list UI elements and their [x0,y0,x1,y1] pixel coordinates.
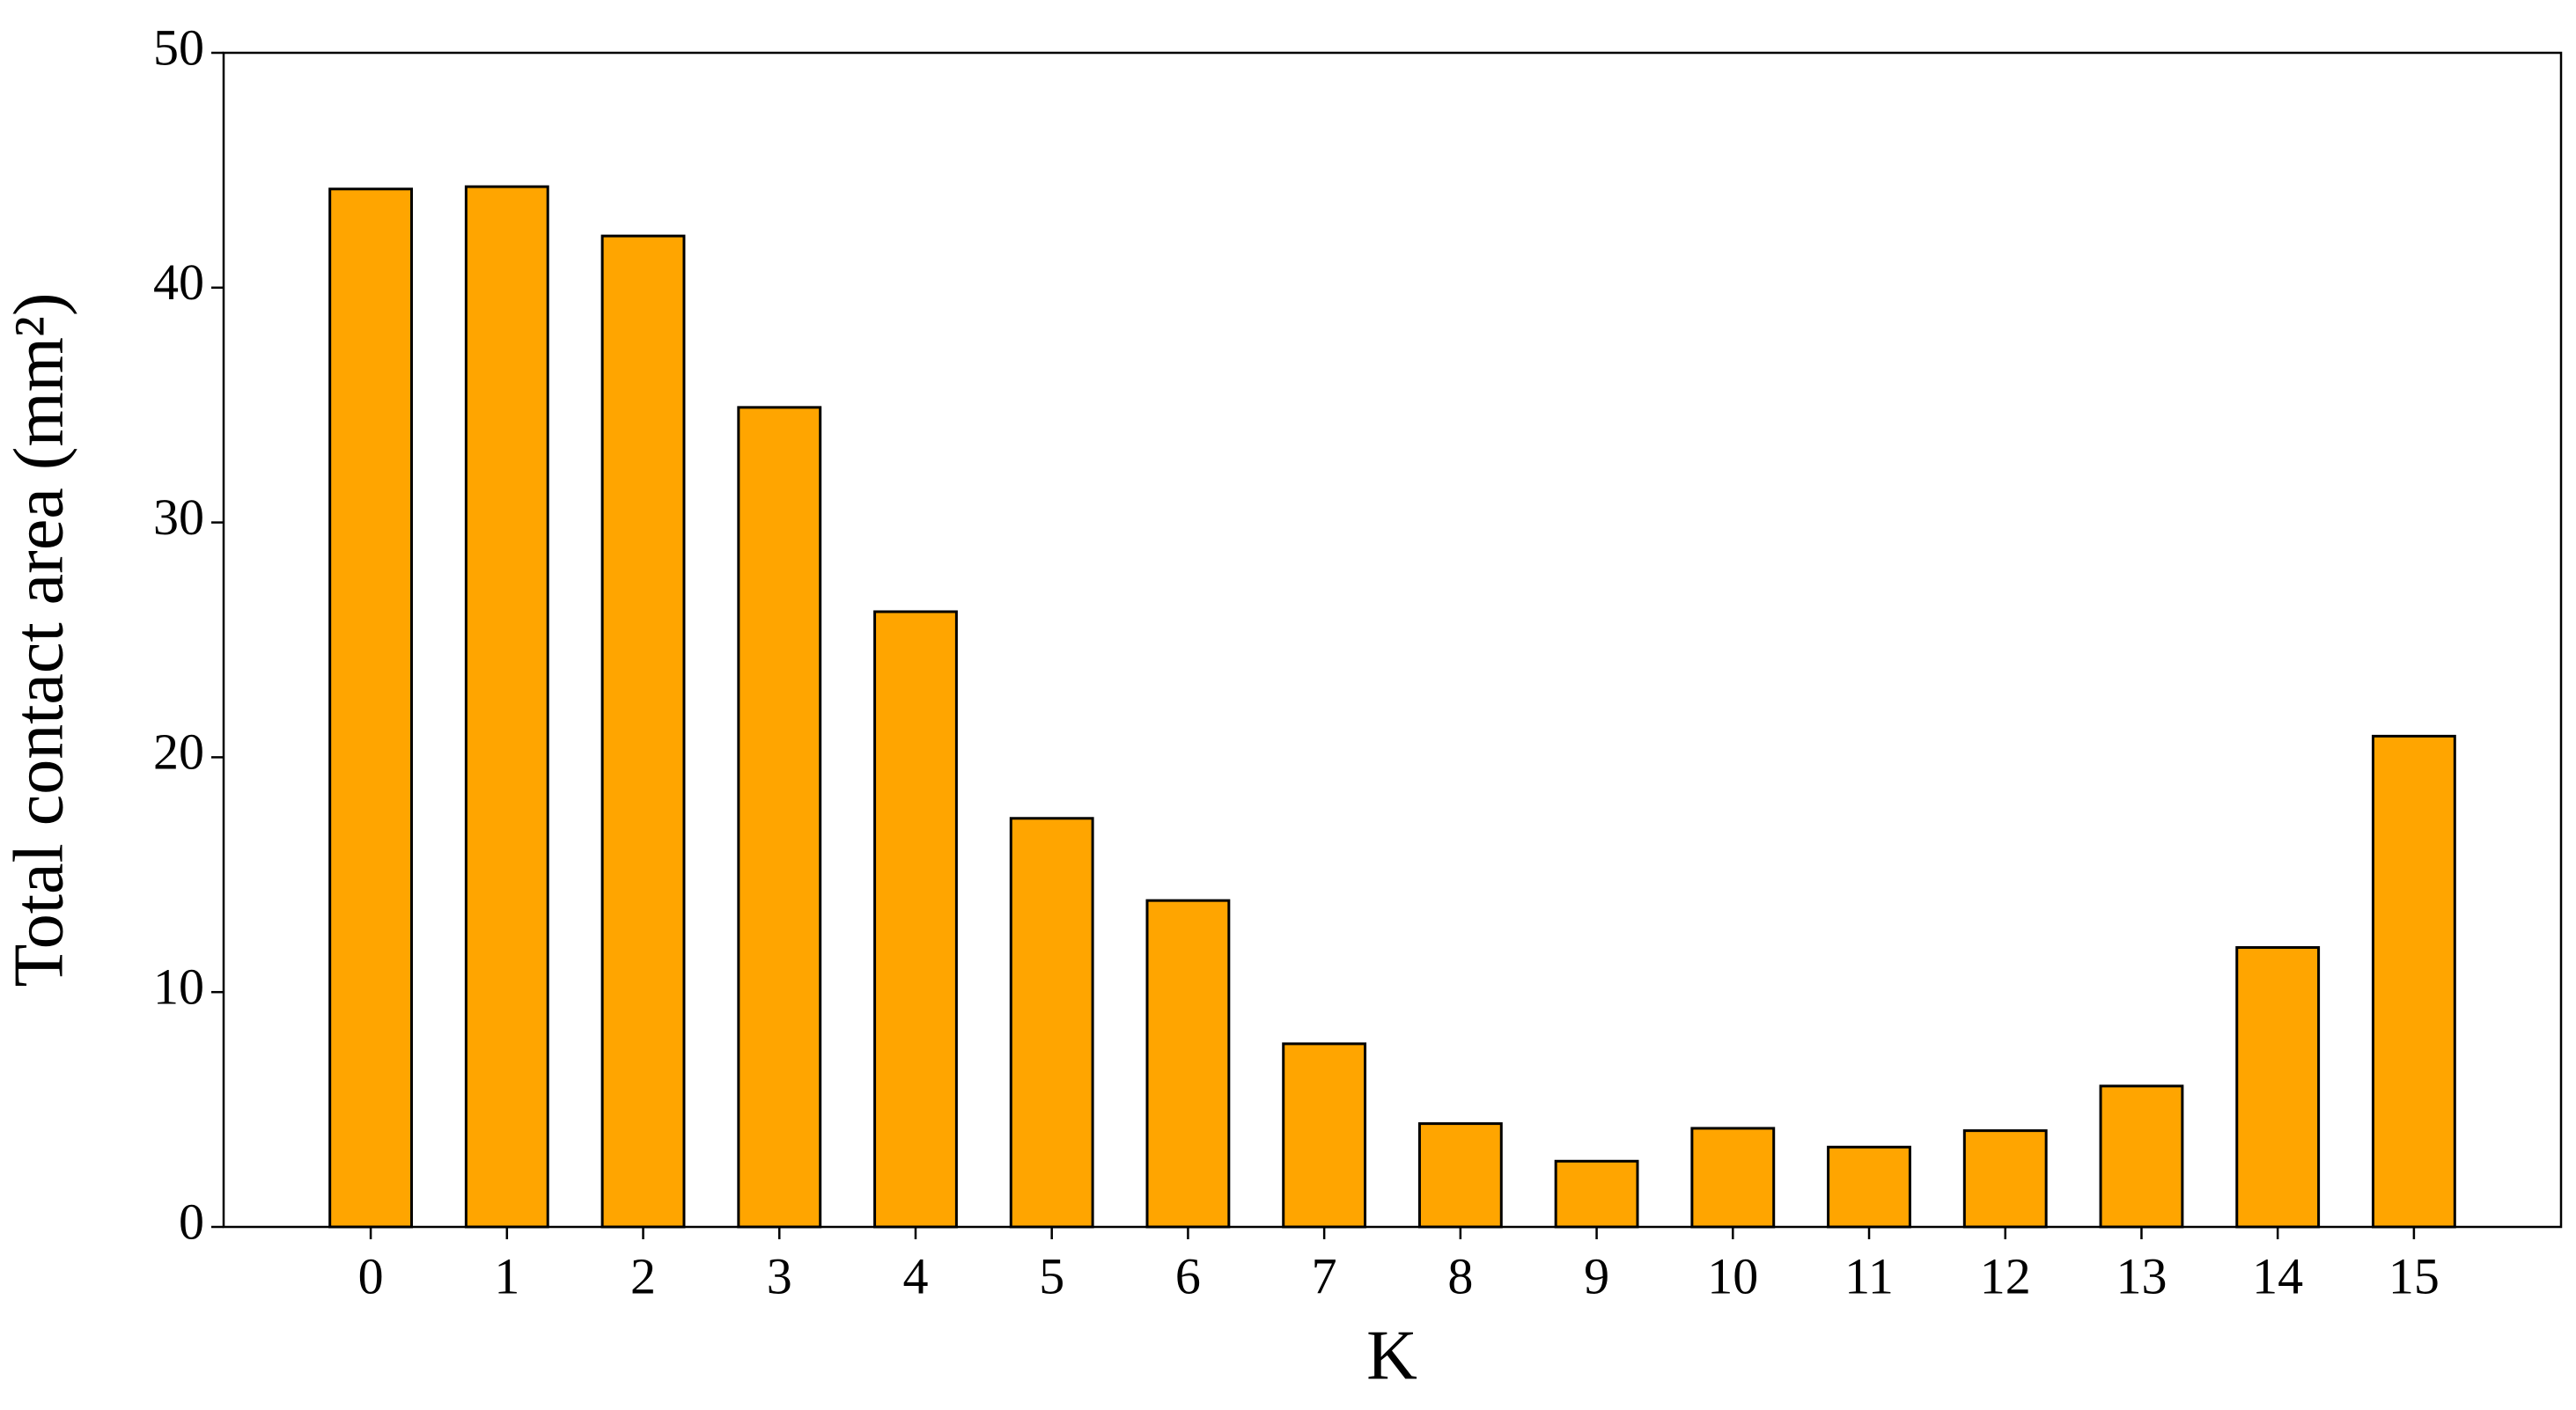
bar [1690,1127,1776,1229]
bar [1827,1145,1911,1229]
plot-frame [222,51,2563,1229]
bar [2099,1084,2184,1229]
x-tick-label: 14 [2252,1247,2303,1304]
x-tick-label: 5 [1039,1247,1064,1304]
x-tick-label: 13 [2116,1247,2167,1304]
y-tick-label: 20 [153,723,204,781]
x-tick-label: 2 [630,1247,656,1304]
bar [1009,817,1094,1229]
y-tick-label: 50 [153,18,204,76]
y-axis-label: Total contact area (mm²) [0,292,77,987]
bar [600,234,686,1229]
x-tick-label: 3 [767,1247,792,1304]
bar [2235,946,2321,1229]
x-axis-label: K [1366,1317,1417,1394]
y-tick-label: 40 [153,253,204,311]
x-tick-label: 10 [1707,1247,1758,1304]
bar [873,610,958,1229]
x-tick-label: 1 [494,1247,519,1304]
x-tick-label: 7 [1312,1247,1337,1304]
x-tick-label: 11 [1844,1247,1894,1304]
bar [1554,1159,1639,1229]
bar [464,185,549,1229]
bar [2371,734,2456,1229]
bar [1145,899,1231,1229]
y-tick-label: 30 [153,488,204,546]
bar [328,187,414,1229]
x-tick-label: 9 [1584,1247,1609,1304]
bar [1417,1122,1503,1229]
x-tick-label: 8 [1447,1247,1473,1304]
x-tick-label: 6 [1175,1247,1201,1304]
x-tick-label: 0 [358,1247,384,1304]
bar [737,406,822,1229]
y-tick-label: 0 [179,1193,204,1250]
x-tick-label: 15 [2388,1247,2440,1304]
bar [1962,1129,2048,1229]
x-tick-label: 12 [1980,1247,2031,1304]
y-tick-label: 10 [153,958,204,1016]
bar [1282,1042,1367,1229]
x-tick-label: 4 [902,1247,928,1304]
